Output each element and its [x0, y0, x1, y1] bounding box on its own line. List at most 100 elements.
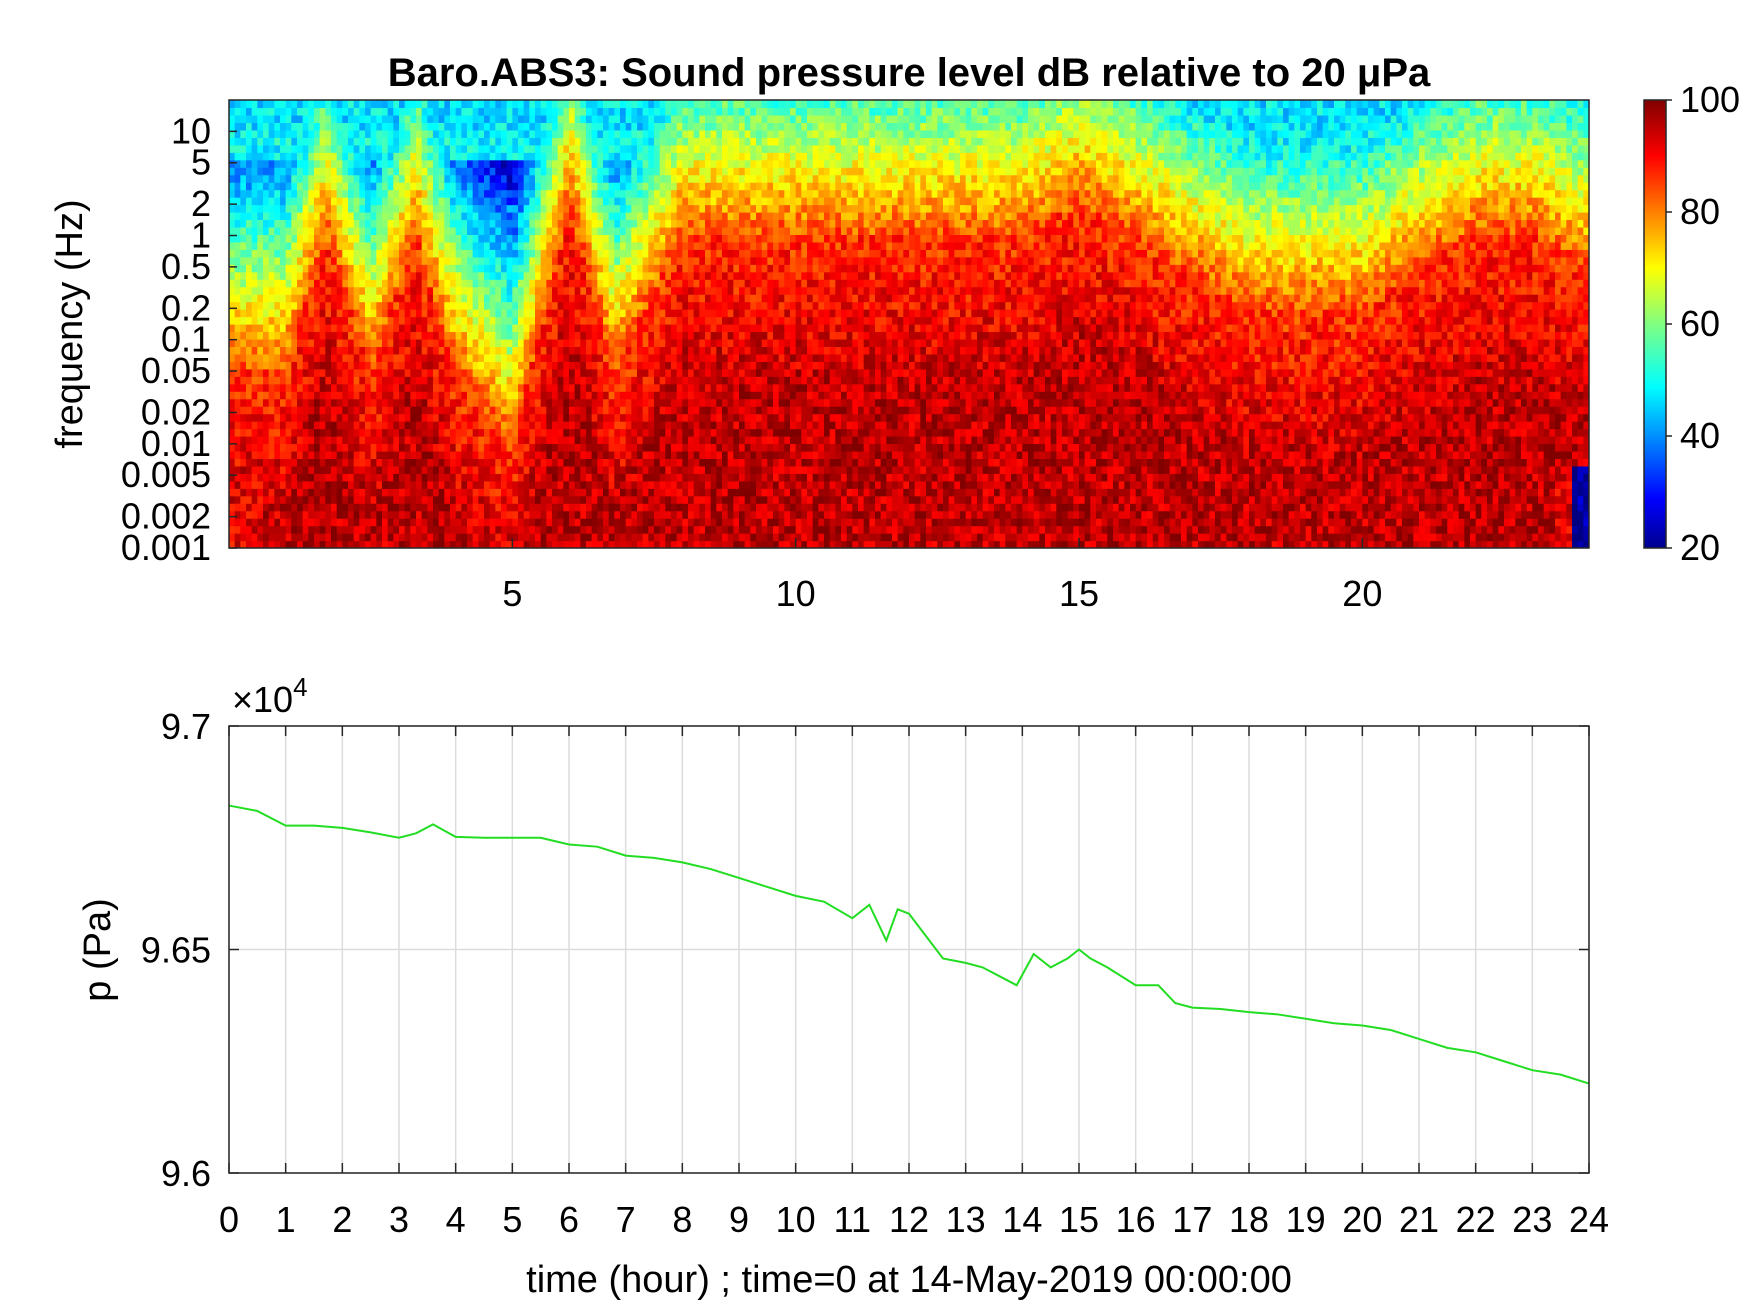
spectrogram-cell	[263, 212, 270, 221]
spectrogram-cell	[263, 353, 270, 362]
spectrogram-cell	[693, 137, 700, 146]
spectrogram-cell	[331, 398, 338, 407]
spectrogram-cell	[614, 465, 621, 474]
spectrogram-cell	[399, 212, 406, 221]
spectrogram-cell	[285, 226, 292, 235]
spectrogram-cell	[665, 480, 672, 489]
spectrogram-cell	[620, 301, 627, 310]
spectrogram-cell	[404, 324, 411, 333]
spectrogram-cell	[546, 137, 553, 146]
spectrogram-cell	[308, 436, 315, 445]
spectrogram-cell	[348, 436, 355, 445]
spectrogram-cell	[410, 503, 417, 512]
spectrogram-cell	[229, 383, 236, 392]
spectrogram-cell	[319, 189, 326, 198]
spectrogram-cell	[546, 488, 553, 497]
spectrogram-cell	[450, 286, 457, 295]
spectrogram-cell	[535, 114, 542, 123]
spectrogram-cell	[450, 458, 457, 467]
spectrogram-cell	[506, 174, 513, 183]
spectrogram-cell	[501, 174, 508, 183]
spectrogram-cell	[580, 241, 587, 250]
spectrogram-cell	[365, 219, 372, 228]
spectrogram-cell	[251, 488, 258, 497]
spectrogram-cell	[614, 443, 621, 452]
spectrogram-cell	[631, 189, 638, 198]
spectrogram-cell	[608, 122, 615, 131]
spectrogram-cell	[325, 294, 332, 303]
spectrogram-cell	[359, 159, 366, 168]
spectrogram-cell	[637, 100, 644, 109]
spectrogram-cell	[546, 107, 553, 116]
spectrogram-cell	[506, 301, 513, 310]
spectrogram-cell	[535, 533, 542, 542]
spectrogram-cell	[433, 226, 440, 235]
spectrogram-cell	[688, 383, 695, 392]
spectrogram-cell	[648, 480, 655, 489]
spectrogram-cell	[353, 428, 360, 437]
spectrogram-cell	[563, 114, 570, 123]
spectrogram-cell	[529, 510, 536, 519]
spectrogram-cell	[297, 114, 304, 123]
spectrogram-cell	[614, 114, 621, 123]
spectrogram-cell	[257, 129, 264, 138]
spectrogram-cell	[365, 391, 372, 400]
spectrogram-cell	[302, 353, 309, 362]
spectrogram-cell	[518, 338, 525, 347]
spectrogram-cell	[586, 406, 593, 415]
spectrogram-cell	[654, 391, 661, 400]
spectrogram-cell	[682, 465, 689, 474]
spectrogram-cell	[370, 473, 377, 482]
spectrogram-cell	[263, 398, 270, 407]
spectrogram-cell	[518, 189, 525, 198]
spectrogram-cell	[597, 324, 604, 333]
spectrogram-cell	[393, 480, 400, 489]
spectrogram-cell	[387, 197, 394, 206]
spectrogram-cell	[591, 510, 598, 519]
spectrogram-cell	[518, 249, 525, 258]
spectrogram-cell	[665, 286, 672, 295]
spectrogram-cell	[297, 241, 304, 250]
spectrogram-cell	[285, 495, 292, 504]
spectrogram-cell	[274, 458, 281, 467]
spectrogram-cell	[336, 226, 343, 235]
spectrogram-cell	[348, 226, 355, 235]
spectrogram-cell	[359, 368, 366, 377]
spectrogram-cell	[614, 353, 621, 362]
spectrogram-cell	[642, 480, 649, 489]
spectrogram-cell	[586, 503, 593, 512]
spectrogram-cell	[603, 301, 610, 310]
spectrogram-cell	[620, 383, 627, 392]
spectrogram-cell	[359, 413, 366, 422]
spectrogram-cell	[472, 100, 479, 109]
spectrogram-cell	[529, 100, 536, 109]
spectrogram-cell	[229, 368, 236, 377]
spectrogram-cell	[467, 413, 474, 422]
spectrogram-cell	[467, 421, 474, 430]
spectrogram-cell	[325, 197, 332, 206]
spectrogram-cell	[229, 338, 236, 347]
spectrogram-cell	[450, 503, 457, 512]
spectrogram-cell	[325, 450, 332, 459]
spectrogram-cell	[637, 503, 644, 512]
spectrogram-cell	[331, 518, 338, 527]
spectrogram-cell	[251, 421, 258, 430]
spectrogram-cell	[591, 167, 598, 176]
spectrogram-cell	[506, 525, 513, 534]
spectrogram-cell	[603, 107, 610, 116]
spectrogram-cell	[501, 353, 508, 362]
spectrogram-cell	[365, 114, 372, 123]
spectrogram-cell	[376, 301, 383, 310]
spectrogram-cell	[478, 197, 485, 206]
spectrogram-cell	[506, 167, 513, 176]
spectrogram-cell	[495, 256, 502, 265]
spectrogram-cell	[353, 458, 360, 467]
spectrogram-cell	[506, 159, 513, 168]
spectrogram-cell	[393, 316, 400, 325]
spectrogram-cell	[506, 421, 513, 430]
spectrogram-cell	[472, 406, 479, 415]
spectrogram-cell	[450, 450, 457, 459]
spectrogram-cell	[302, 144, 309, 153]
spectrogram-cell	[529, 167, 536, 176]
spectrogram-cell	[586, 219, 593, 228]
